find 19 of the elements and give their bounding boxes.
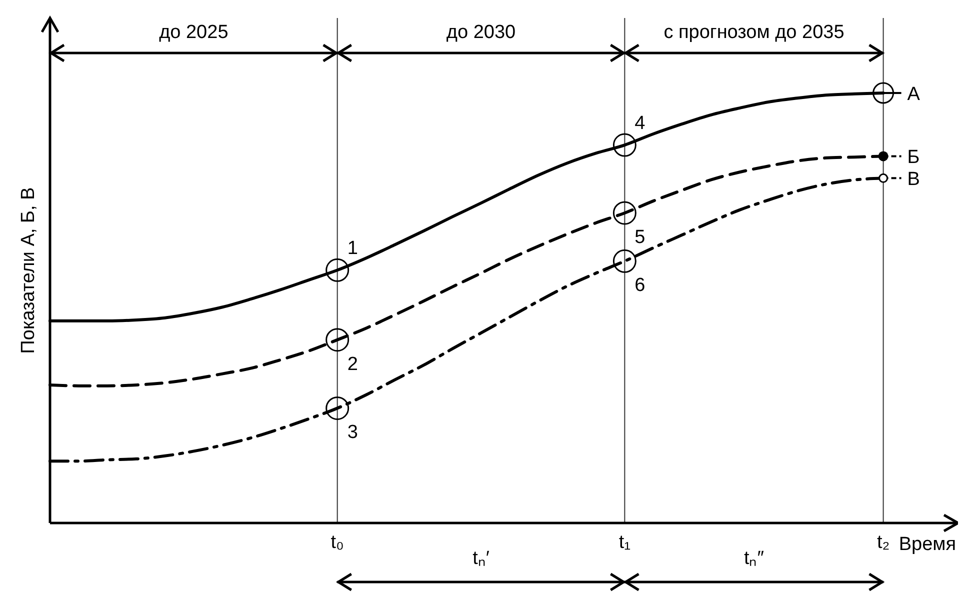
x-tick-label: t₁ [618,532,631,553]
legend-label: А [907,84,920,105]
annotation: 3 [347,422,358,444]
y-axis-title: Показатели А, Б, В [18,187,39,354]
x-axis-title: Время [898,534,956,555]
text: с прогнозом до 2035 [664,22,844,43]
x-tick-label: t₀ [330,532,344,553]
text: до 2030 [446,22,516,43]
annotation: 6 [634,275,646,296]
x-tick-label: t₂ [876,532,890,553]
text: tₙ′ [472,548,490,569]
text: tₙ″ [744,548,764,569]
annotation: 2 [347,354,358,375]
legend-label: В [907,169,920,190]
text: до 2025 [159,22,228,43]
annotation: 5 [634,226,646,248]
annotation: 4 [634,113,646,134]
annotation: 1 [347,238,358,260]
legend-label: Б [907,147,920,168]
